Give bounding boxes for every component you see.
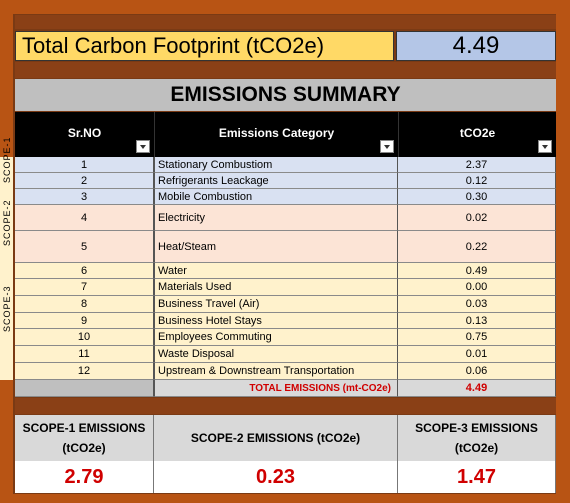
row-category: Heat/Steam (154, 231, 398, 263)
header-category[interactable]: Emissions Category (154, 112, 398, 157)
table-row[interactable]: 9 Business Hotel Stays 0.13 (15, 313, 556, 329)
row-srno: 10 (15, 329, 154, 346)
filter-dropdown-icon[interactable] (380, 140, 394, 153)
row-category: Waste Disposal (154, 346, 398, 363)
row-value: 0.03 (398, 296, 556, 313)
row-srno: 4 (15, 205, 154, 231)
header-value-label: tCO2e (459, 126, 496, 140)
scope-1-label: SCOPE-1 (2, 136, 12, 183)
row-srno: 6 (15, 263, 154, 279)
row-category: Water (154, 263, 398, 279)
row-srno: 3 (15, 189, 154, 205)
table-row[interactable]: 2 Refrigerants Leackage 0.12 (15, 173, 556, 189)
row-value: 0.30 (398, 189, 556, 205)
row-value: 0.49 (398, 263, 556, 279)
header-srno-label: Sr.NO (67, 126, 102, 140)
emissions-summary-title[interactable]: EMISSIONS SUMMARY (15, 79, 556, 111)
row-value: 0.75 (398, 329, 556, 346)
row-value: 0.22 (398, 231, 556, 263)
total-row-blank (15, 380, 154, 397)
table-row[interactable]: 7 Materials Used 0.00 (15, 279, 556, 296)
row-srno: 1 (15, 157, 154, 173)
row-value: 0.06 (398, 363, 556, 380)
table-row[interactable]: 3 Mobile Combustion 0.30 (15, 189, 556, 205)
top-band (15, 15, 556, 29)
row-category: Employees Commuting (154, 329, 398, 346)
separator-band (15, 62, 556, 78)
table-row[interactable]: 10 Employees Commuting 0.75 (15, 329, 556, 346)
row-category: Business Hotel Stays (154, 313, 398, 329)
table-row[interactable]: 6 Water 0.49 (15, 263, 556, 279)
row-srno: 9 (15, 313, 154, 329)
header-category-label: Emissions Category (218, 126, 335, 140)
row-value: 2.37 (398, 157, 556, 173)
row-srno: 12 (15, 363, 154, 380)
scope-2-emissions-label[interactable]: SCOPE-2 EMISSIONS (tCO2e) (154, 415, 398, 461)
total-footprint-value[interactable]: 4.49 (396, 31, 556, 61)
scope-1-emissions-value[interactable]: 2.79 (15, 461, 154, 493)
total-emissions-value: 4.49 (398, 380, 556, 397)
scope-3-emissions-label[interactable]: SCOPE-3 EMISSIONS (tCO2e) (398, 415, 556, 461)
row-category: Stationary Combustiom (154, 157, 398, 173)
scope-2-emissions-value[interactable]: 0.23 (154, 461, 398, 493)
row-srno: 11 (15, 346, 154, 363)
row-value: 0.13 (398, 313, 556, 329)
row-category: Refrigerants Leackage (154, 173, 398, 189)
separator-band (15, 398, 556, 414)
table-row[interactable]: 12 Upstream & Downstream Transportation … (15, 363, 556, 380)
total-emissions-label: TOTAL EMISSIONS (mt-CO2e) (154, 380, 398, 397)
row-srno: 8 (15, 296, 154, 313)
row-srno: 7 (15, 279, 154, 296)
scope-2-label: SCOPE-2 (2, 199, 12, 246)
scope-side-strip (0, 157, 13, 380)
scope-1-emissions-label[interactable]: SCOPE-1 EMISSIONS (tCO2e) (15, 415, 154, 461)
filter-dropdown-icon[interactable] (538, 140, 552, 153)
table-row[interactable]: 11 Waste Disposal 0.01 (15, 346, 556, 363)
header-value[interactable]: tCO2e (398, 112, 556, 157)
table-row[interactable]: 1 Stationary Combustiom 2.37 (15, 157, 556, 173)
scope-3-label: SCOPE-3 (2, 285, 12, 332)
row-value: 0.02 (398, 205, 556, 231)
row-value: 0.12 (398, 173, 556, 189)
row-srno: 5 (15, 231, 154, 263)
table-row[interactable]: 4 Electricity 0.02 (15, 205, 556, 231)
row-value: 0.01 (398, 346, 556, 363)
row-category: Materials Used (154, 279, 398, 296)
header-srno[interactable]: Sr.NO (15, 112, 154, 157)
table-row[interactable]: 8 Business Travel (Air) 0.03 (15, 296, 556, 313)
row-value: 0.00 (398, 279, 556, 296)
row-category: Electricity (154, 205, 398, 231)
total-footprint-label[interactable]: Total Carbon Footprint (tCO2e) (15, 31, 394, 61)
row-category: Mobile Combustion (154, 189, 398, 205)
scope-3-emissions-value[interactable]: 1.47 (398, 461, 556, 493)
total-emissions-row[interactable]: TOTAL EMISSIONS (mt-CO2e) 4.49 (15, 380, 556, 397)
filter-dropdown-icon[interactable] (136, 140, 150, 153)
row-category: Upstream & Downstream Transportation (154, 363, 398, 380)
row-category: Business Travel (Air) (154, 296, 398, 313)
row-srno: 2 (15, 173, 154, 189)
table-row[interactable]: 5 Heat/Steam 0.22 (15, 231, 556, 263)
